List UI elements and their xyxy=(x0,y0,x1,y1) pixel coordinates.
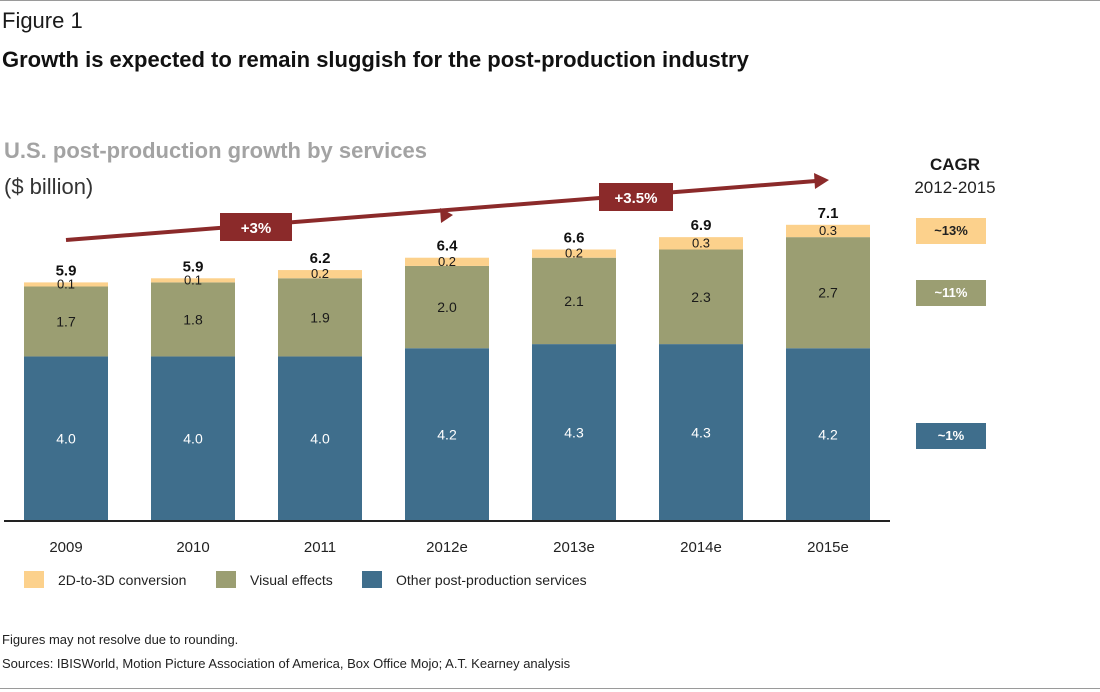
bar-segment xyxy=(24,356,108,521)
data-label: 0.2 xyxy=(438,254,456,269)
data-label: 2.7 xyxy=(818,285,838,301)
total-label: 5.9 xyxy=(183,258,204,275)
category-label: 2012e xyxy=(426,539,468,556)
bar-segment xyxy=(532,249,616,258)
legend-item-2d-3d: 2D-to-3D conversion xyxy=(24,571,186,588)
data-label: 1.7 xyxy=(56,313,76,329)
cagr-badge-2d-3d: ~13% xyxy=(916,218,986,244)
chart-unit: ($ billion) xyxy=(4,174,94,199)
legend-label: 2D-to-3D conversion xyxy=(58,571,187,588)
data-label: 2.3 xyxy=(691,289,711,305)
total-label: 6.2 xyxy=(310,250,331,267)
data-label: 4.2 xyxy=(437,427,457,443)
chart-title: U.S. post-production growth by services xyxy=(4,138,427,163)
bar-segment xyxy=(659,249,743,345)
total-label: 6.4 xyxy=(437,238,459,255)
bar-segment xyxy=(278,278,362,357)
category-label: 2010 xyxy=(176,539,209,556)
data-label: 4.3 xyxy=(564,425,584,441)
sources-note: Sources: IBISWorld, Motion Picture Assoc… xyxy=(2,656,571,671)
data-label: 4.0 xyxy=(310,431,330,447)
data-label: 0.1 xyxy=(57,276,75,291)
bar-layer xyxy=(24,224,870,521)
legend-swatch xyxy=(216,571,236,588)
bar-segment xyxy=(278,356,362,521)
bar-segment xyxy=(151,356,235,521)
bar-segment xyxy=(405,257,489,266)
category-label: 2013e xyxy=(553,539,595,556)
legend-item-visual-effects: Visual effects xyxy=(216,571,333,588)
legend-swatch xyxy=(362,571,382,588)
total-label: 6.9 xyxy=(691,217,712,234)
bar-segment xyxy=(24,286,108,357)
legend-label: Other post-production services xyxy=(396,571,587,588)
growth-badge xyxy=(599,183,673,211)
bar-segment xyxy=(659,237,743,250)
bar-segment xyxy=(405,265,489,349)
cagr-title: CAGR xyxy=(929,155,981,174)
total-label: 5.9 xyxy=(56,262,77,279)
category-label: 2015e xyxy=(807,539,849,556)
bottom-rule xyxy=(0,688,1100,689)
bar-segment xyxy=(278,270,362,279)
category-label: 2011 xyxy=(304,539,336,556)
data-label: 4.2 xyxy=(818,427,838,443)
data-label: 2.1 xyxy=(564,293,584,309)
data-label: 4.0 xyxy=(183,431,203,447)
stacked-bar-chart: 4.01.70.15.920094.01.80.15.920104.01.90.… xyxy=(4,173,890,556)
data-label: 0.2 xyxy=(311,266,329,281)
top-rule xyxy=(0,0,1100,1)
bar-segment xyxy=(24,282,108,287)
total-label: 7.1 xyxy=(818,205,839,222)
data-label: 2.0 xyxy=(437,299,457,315)
growth-badge-label: +3.5% xyxy=(615,190,658,207)
category-label: 2009 xyxy=(49,539,82,556)
data-label: 0.2 xyxy=(565,246,583,261)
figure-label: Figure 1 xyxy=(2,8,83,33)
growth-arrow-layer: +3% +3.5% xyxy=(65,173,829,242)
growth-arrow-midpoint xyxy=(440,208,453,223)
cagr-badge-other-services: ~1% xyxy=(916,423,986,449)
data-label: 4.0 xyxy=(56,431,76,447)
legend-swatch xyxy=(24,571,44,588)
cagr-badge-visual-effects: ~11% xyxy=(916,280,986,306)
total-label: 6.6 xyxy=(564,229,585,246)
data-label: 4.3 xyxy=(691,425,711,441)
rounding-note: Figures may not resolve due to rounding. xyxy=(2,632,239,647)
legend-item-other-services: Other post-production services xyxy=(362,571,587,588)
data-label: 0.1 xyxy=(184,272,202,287)
bar-segment xyxy=(151,278,235,283)
data-label: 0.3 xyxy=(692,235,710,250)
bar-segment xyxy=(786,224,870,238)
growth-badge xyxy=(220,213,292,241)
growth-badge-label: +3% xyxy=(241,220,271,237)
data-label: 0.3 xyxy=(819,223,837,238)
data-label: 1.9 xyxy=(310,309,330,325)
legend-label: Visual effects xyxy=(250,571,333,588)
bar-segment xyxy=(786,237,870,349)
bar-segment xyxy=(405,348,489,521)
bar-segment xyxy=(151,282,235,357)
headline: Growth is expected to remain sluggish fo… xyxy=(2,47,749,72)
category-label: 2014e xyxy=(680,539,722,556)
bar-segment xyxy=(659,344,743,521)
bar-segment xyxy=(786,348,870,521)
cagr-range: 2012-2015 xyxy=(914,178,996,197)
label-layer: 4.01.70.15.920094.01.80.15.920104.01.90.… xyxy=(49,205,849,556)
bar-segment xyxy=(532,257,616,345)
growth-arrow-head xyxy=(814,173,829,189)
bar-segment xyxy=(532,344,616,521)
data-label: 1.8 xyxy=(183,311,203,327)
